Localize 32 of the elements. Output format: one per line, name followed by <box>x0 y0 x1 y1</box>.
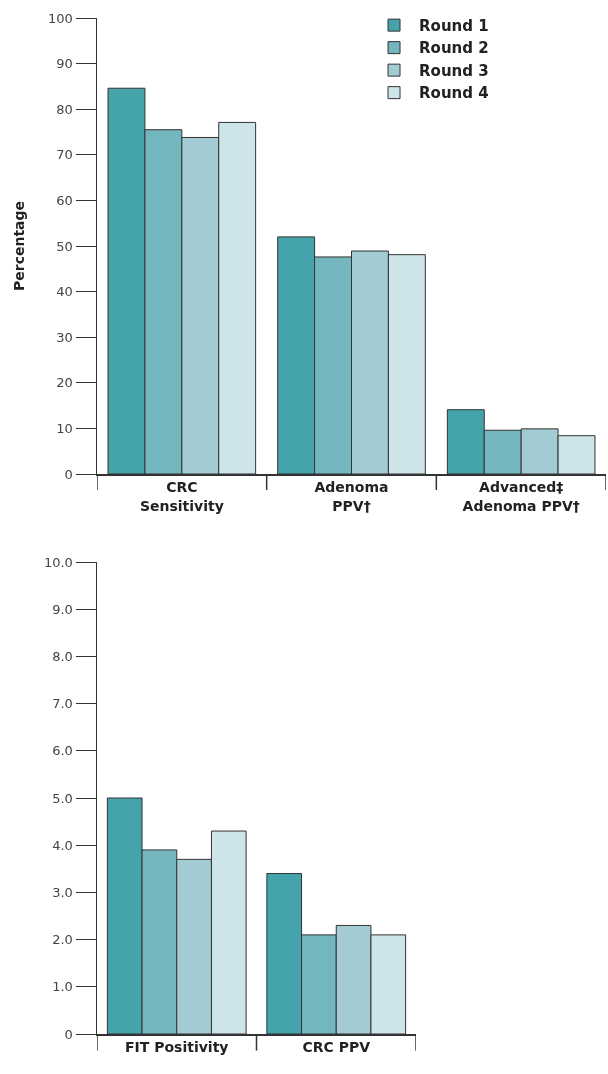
y-tick-label: 100 <box>48 10 73 26</box>
y-tick-label: 6.0 <box>52 743 73 759</box>
x-tick-label: FIT Positivity <box>125 1039 229 1056</box>
x-tick-label: Advanced‡ Adenoma PPV† <box>462 479 580 514</box>
y-tick-label: 8.0 <box>52 648 73 664</box>
y-tick-label: 30 <box>56 329 73 345</box>
y-tick-label: 90 <box>56 56 73 72</box>
y-tick-label: 2.0 <box>52 932 73 948</box>
y-tick-label: 0 <box>64 1026 73 1042</box>
y-tick-label: 80 <box>56 101 73 117</box>
y-tick-label: 0 <box>64 466 73 482</box>
y-tick-label: 70 <box>56 147 73 163</box>
legend-label: Round 4 <box>419 84 489 103</box>
y-tick-label: 40 <box>56 284 73 300</box>
y-tick-label: 10.0 <box>43 554 73 570</box>
legend-label: Round 1 <box>419 16 489 35</box>
x-tick-label: CRC PPV <box>302 1039 371 1056</box>
legend-label: Round 3 <box>419 61 489 80</box>
x-tick-label: Adenoma PPV† <box>314 479 389 514</box>
y-tick-label: 5.0 <box>52 790 73 806</box>
y-tick-label: 9.0 <box>52 601 73 617</box>
y-tick-label: 3.0 <box>52 884 73 900</box>
y-tick-label: 20 <box>56 375 73 391</box>
y-axis-title: Percentage <box>10 200 27 292</box>
y-tick-label: 1.0 <box>52 979 73 995</box>
y-tick-label: 4.0 <box>52 837 73 853</box>
y-tick-label: 50 <box>56 238 73 254</box>
y-tick-label: 7.0 <box>52 696 73 712</box>
y-tick-label: 60 <box>56 192 73 208</box>
x-tick-label: CRC Sensitivity <box>139 479 224 514</box>
legend-label: Round 2 <box>419 39 489 58</box>
y-tick-label: 10 <box>56 420 73 436</box>
